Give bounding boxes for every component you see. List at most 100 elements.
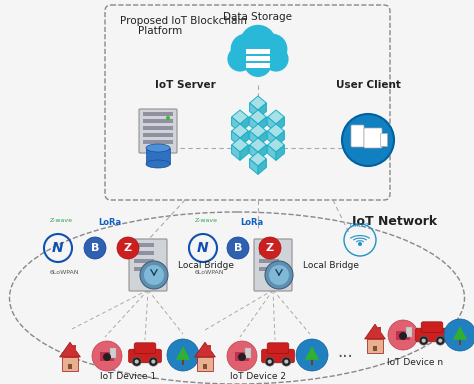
Polygon shape [258,103,266,118]
Text: Z-wave: Z-wave [50,218,73,223]
Polygon shape [276,117,284,132]
Text: User Client: User Client [336,80,401,90]
Text: 6LoWPAN: 6LoWPAN [50,270,80,275]
Polygon shape [232,110,248,124]
FancyBboxPatch shape [129,239,167,291]
Polygon shape [250,145,258,161]
Bar [208,345,211,353]
Polygon shape [258,145,266,161]
Circle shape [135,359,139,364]
Circle shape [264,46,289,71]
Bar [134,267,154,271]
Polygon shape [232,117,240,132]
Circle shape [438,339,442,343]
Circle shape [227,341,257,371]
Polygon shape [268,138,284,152]
Polygon shape [232,124,248,138]
Circle shape [268,359,272,364]
Circle shape [388,320,418,350]
Bar [259,259,279,263]
Bar [246,63,270,68]
Bar [259,251,279,255]
Text: N: N [197,241,209,255]
Circle shape [358,242,362,246]
Polygon shape [250,96,266,110]
FancyBboxPatch shape [139,109,177,153]
Circle shape [444,319,474,351]
Bar [459,340,461,344]
Bar [259,243,279,247]
Polygon shape [268,145,276,161]
Bar [143,119,173,123]
FancyBboxPatch shape [134,343,156,354]
Polygon shape [250,152,266,166]
Bar [246,49,270,54]
Bar [143,112,173,116]
Text: Local Bridge: Local Bridge [303,260,359,270]
Polygon shape [232,138,248,152]
Polygon shape [232,131,240,146]
Circle shape [269,265,289,285]
Circle shape [140,261,168,289]
Polygon shape [268,110,284,124]
Polygon shape [240,131,248,146]
Text: Z-wave: Z-wave [195,218,218,223]
Circle shape [228,46,253,71]
Circle shape [265,261,293,289]
Circle shape [132,357,141,366]
Bar [203,364,207,369]
Circle shape [421,339,426,343]
Polygon shape [276,145,284,161]
Bar [311,360,313,364]
Bar [143,126,173,130]
Text: 6LoWPAN: 6LoWPAN [195,270,225,275]
Polygon shape [305,346,319,360]
Bar [259,267,279,271]
FancyBboxPatch shape [416,328,448,342]
Text: DIRECT: DIRECT [350,223,370,228]
Text: B: B [234,243,242,253]
Polygon shape [453,326,467,340]
Bar [373,346,377,351]
Circle shape [230,34,261,65]
Polygon shape [268,124,284,138]
Circle shape [265,357,274,366]
Circle shape [259,237,281,259]
Circle shape [256,34,287,65]
Text: IoT Network: IoT Network [353,215,438,228]
Polygon shape [176,346,190,360]
Text: N: N [52,241,64,255]
Polygon shape [250,131,258,146]
Polygon shape [250,124,266,138]
Circle shape [144,265,164,285]
Circle shape [399,332,407,340]
Text: IoT Device 1: IoT Device 1 [100,372,156,381]
Polygon shape [250,138,266,152]
Bar [182,360,184,364]
Bar [134,243,154,247]
Circle shape [117,237,139,259]
Bar [396,331,410,340]
Bar [367,339,383,353]
Circle shape [436,336,445,345]
FancyBboxPatch shape [262,349,294,363]
Circle shape [92,341,122,371]
Text: B: B [91,243,99,253]
Circle shape [419,336,428,345]
Polygon shape [268,117,276,132]
Bar [235,352,249,361]
Polygon shape [195,342,215,357]
Circle shape [227,237,249,259]
Bar [134,259,154,263]
FancyBboxPatch shape [267,343,289,354]
Text: IoT Device n: IoT Device n [387,358,443,367]
Polygon shape [258,131,266,146]
Text: Z: Z [266,243,274,253]
Polygon shape [276,131,284,146]
FancyBboxPatch shape [254,239,292,291]
Text: ...: ... [337,343,353,361]
Circle shape [238,353,246,361]
Bar [62,357,78,371]
FancyBboxPatch shape [421,322,443,333]
Polygon shape [232,145,240,161]
